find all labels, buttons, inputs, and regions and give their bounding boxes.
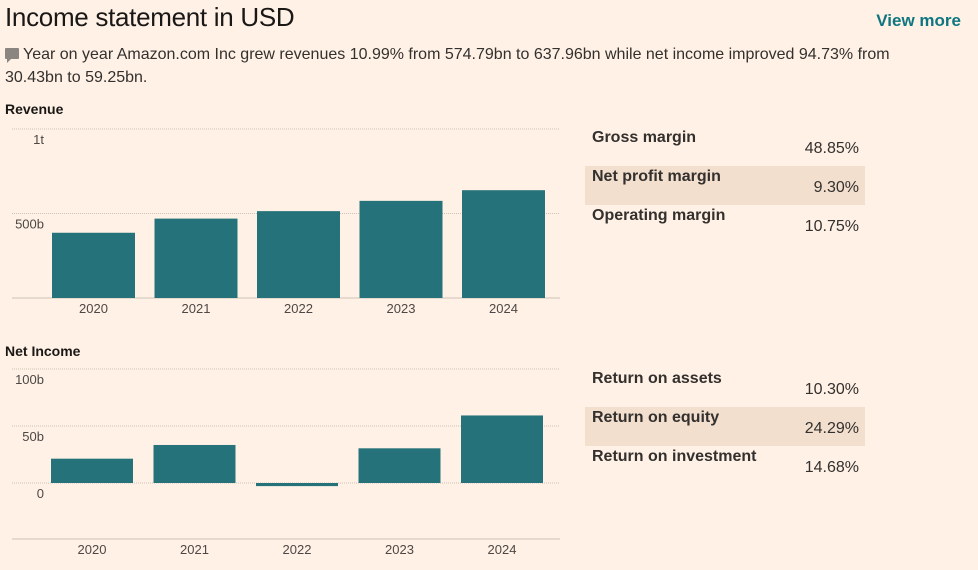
- x-tick-label: 2021: [180, 542, 209, 557]
- metric-label: Return on equity: [592, 409, 720, 426]
- metric-label: Operating margin: [592, 207, 726, 224]
- metric-value: 10.30%: [804, 381, 859, 398]
- bar-2020: [52, 232, 135, 298]
- metric-label: Return on assets: [592, 370, 722, 387]
- bar-2022: [256, 483, 338, 487]
- metric-label: Return on investment: [592, 448, 757, 465]
- metric-row-gross-margin: Gross margin 48.85%: [585, 127, 865, 166]
- bar-2020: [51, 458, 133, 483]
- metric-row-return-on-assets: Return on assets 10.30%: [585, 368, 865, 407]
- comment-icon: [5, 48, 19, 63]
- metric-row-net-profit-margin: Net profit margin 9.30%: [585, 166, 865, 205]
- x-tick-label: 2020: [79, 301, 108, 316]
- x-tick-label: 2024: [489, 301, 518, 316]
- bar-2023: [359, 200, 443, 298]
- bar-2024: [461, 415, 543, 483]
- returns-table: Return on assets 10.30% Return on equity 2…: [585, 368, 865, 485]
- bar-2022: [257, 211, 340, 298]
- metric-row-return-on-equity: Return on equity 24.29%: [585, 407, 865, 446]
- metric-value: 9.30%: [813, 179, 859, 196]
- metric-row-operating-margin: Operating margin 10.75%: [585, 205, 865, 244]
- x-tick-label: 2023: [387, 301, 416, 316]
- metric-value: 14.68%: [804, 459, 859, 476]
- x-tick-label: 2022: [284, 301, 313, 316]
- metric-value: 24.29%: [804, 420, 859, 437]
- x-tick-label: 2021: [182, 301, 211, 316]
- metric-label: Gross margin: [592, 129, 697, 146]
- y-tick-label: 500b: [15, 217, 44, 232]
- bar-2024: [462, 190, 545, 298]
- net-income-chart: 100b 50b 0 2020 2021 2022 2023 2024: [12, 368, 560, 557]
- revenue-chart: 1t 500b 2020 2021 2022 2023 2024: [12, 128, 560, 316]
- page-title: Income statement in USD: [5, 2, 295, 32]
- y-tick-label: 50b: [22, 429, 44, 444]
- metric-value: 48.85%: [804, 140, 859, 157]
- view-more-link[interactable]: View more: [876, 11, 961, 30]
- metric-value: 10.75%: [804, 218, 859, 235]
- revenue-chart-title: Revenue: [5, 101, 64, 117]
- metric-label: Net profit margin: [592, 168, 721, 185]
- x-tick-label: 2023: [385, 542, 414, 557]
- summary-text: Year on year Amazon.com Inc grew revenue…: [5, 46, 890, 86]
- x-tick-label: 2022: [283, 542, 312, 557]
- bar-2021: [153, 444, 236, 483]
- bar-2023: [358, 448, 441, 483]
- summary: Year on year Amazon.com Inc grew revenue…: [5, 43, 905, 89]
- net-income-chart-title: Net Income: [5, 343, 81, 359]
- metric-row-return-on-investment: Return on investment 14.68%: [585, 446, 865, 485]
- y-tick-label: 100b: [15, 372, 44, 387]
- bar-2021: [154, 218, 238, 298]
- x-tick-label: 2020: [78, 542, 107, 557]
- y-tick-label: 1t: [33, 132, 44, 147]
- y-tick-label: 0: [37, 486, 44, 501]
- x-tick-label: 2024: [488, 542, 517, 557]
- margins-table: Gross margin 48.85% Net profit margin 9.30…: [585, 127, 865, 244]
